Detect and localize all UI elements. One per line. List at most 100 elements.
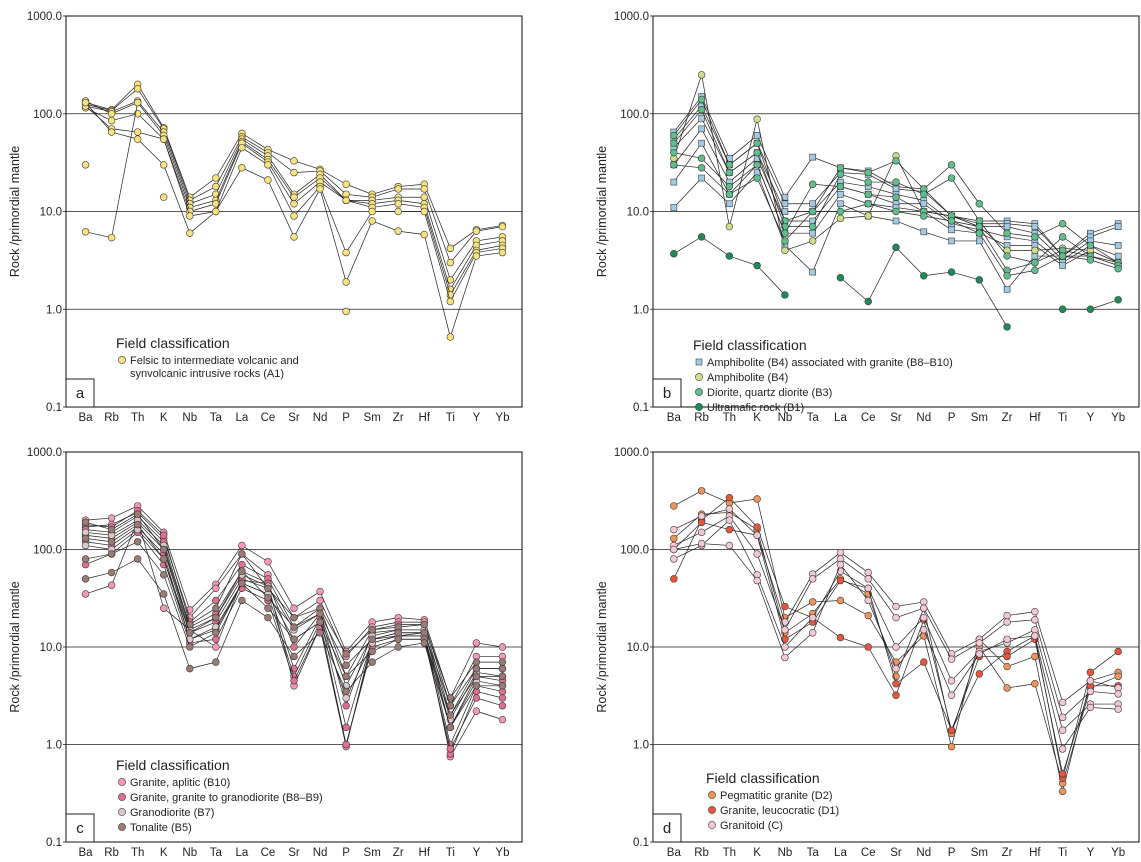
data-point [697,487,706,495]
series-line [345,642,373,699]
data-point [264,176,272,184]
series-line [215,167,243,212]
data-point [697,106,706,114]
data-point [670,131,678,140]
series-line [867,588,897,648]
data-point [290,233,298,241]
series-line [398,624,425,628]
series-line [423,207,451,296]
data-point [107,525,116,534]
series-line [372,635,399,644]
series-line [1007,236,1035,242]
series-line [111,505,138,519]
series-line [189,584,217,611]
data-point [81,98,90,107]
series-line [267,152,295,173]
series-line [189,600,217,623]
series-line [241,564,269,580]
data-point [892,243,900,252]
series-line [1007,223,1035,227]
series-line [293,626,321,681]
series-5 [81,104,507,299]
legend-label: Granite, aplitic (B10) [130,777,230,789]
data-point [1114,672,1122,681]
x-tick-label: Rb [104,847,119,859]
data-point [133,510,142,518]
series-line [895,188,924,192]
series-line [923,200,952,222]
series-line [895,617,925,648]
data-point [808,613,817,622]
data-point [836,560,845,569]
data-point [1114,647,1122,656]
data-point [920,228,928,236]
x-tick-label: Ta [210,412,223,424]
series-line [895,661,924,685]
series-line [1090,255,1119,263]
series-line [979,646,1008,689]
series-line [701,158,730,187]
series-line [756,143,786,222]
series-line [163,558,191,633]
x-tick-label: Ce [261,847,276,859]
legend-marker [695,388,703,396]
series-line [1062,236,1091,257]
data-point [186,635,194,643]
data-point [698,125,705,133]
data-point [446,333,455,341]
series-line [215,143,243,204]
series-line [923,177,952,195]
series-line [868,174,897,190]
x-tick-label: K [753,847,761,859]
series-line [951,177,980,222]
series-line [701,497,730,521]
data-point [781,237,789,245]
data-point [212,635,220,643]
data-point [107,568,116,577]
data-point [186,212,194,220]
series-line [85,534,112,539]
data-point [1003,223,1011,230]
series-line [450,680,477,728]
data-point [81,518,90,527]
legend: Field classification Pegmatitic granite (… [706,770,839,832]
data-point [212,629,220,637]
data-point [1003,611,1011,620]
series-line [701,543,730,546]
panel-label-box [65,378,95,408]
series-line [163,128,191,201]
series-line [701,508,730,517]
data-point [947,217,956,225]
series-line [293,170,321,173]
data-point [133,135,142,143]
series-line [241,141,269,160]
data-point [781,618,789,626]
y-tick-label: 0.1 [633,837,649,849]
data-point [864,200,872,208]
data-point [697,539,706,548]
series-line [450,240,477,281]
series-line [784,240,813,251]
series-line [241,578,269,589]
series-line [137,532,164,565]
series-line [267,588,295,618]
data-point [264,613,272,622]
series-line [372,629,399,634]
series-line [450,250,477,296]
series-line [840,193,869,205]
panel-label: b [663,385,671,402]
series-line [85,529,112,533]
series-line [784,573,813,623]
legend-marker [118,808,126,816]
series-line [85,231,112,238]
series-line [163,574,191,648]
data-point [1058,220,1067,228]
series-line [673,543,702,550]
series-6 [670,169,1122,293]
series-line [85,553,112,560]
series-line [293,160,321,170]
series-line [729,158,758,183]
data-point [394,200,402,208]
series-line [729,164,758,195]
series-line [1007,635,1035,640]
